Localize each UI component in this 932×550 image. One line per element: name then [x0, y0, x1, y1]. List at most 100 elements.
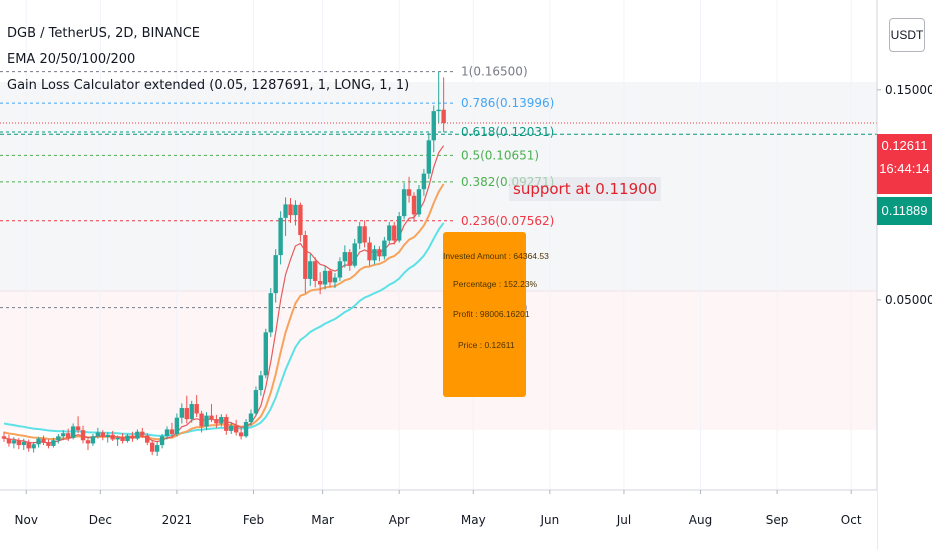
- candle-body-19: [95, 432, 101, 437]
- candle-body-88: [436, 109, 441, 112]
- candle-body-2: [11, 440, 17, 444]
- candle-body-28: [140, 431, 145, 436]
- candle-body-41: [204, 415, 209, 427]
- candle-body-63: [313, 261, 318, 281]
- price-tick-label-1: 0.05000: [885, 293, 932, 307]
- candle-body-38: [189, 404, 194, 420]
- candle-body-86: [426, 140, 432, 174]
- candle-body-39: [194, 404, 199, 414]
- candle-body-27: [135, 431, 140, 439]
- time-tick-label-aug: Aug: [689, 513, 712, 527]
- candle-body-47: [233, 425, 239, 433]
- candle-body-5: [26, 441, 31, 449]
- candle-body-56: [278, 217, 283, 256]
- gain-loss-indicator-label[interactable]: Gain Loss Calculator extended (0.05, 128…: [7, 78, 410, 93]
- candle-body-85: [421, 173, 427, 190]
- bar-countdown: 16:44:14: [879, 161, 930, 176]
- candle-body-6: [31, 444, 36, 449]
- percentage-value: Percentage : 152.23%: [453, 279, 538, 289]
- candle-body-16: [80, 430, 86, 441]
- candles: [1, 71, 446, 457]
- chart-legend: DGB / TetherUS, 2D, BINANCE EMA 20/50/10…: [7, 21, 409, 99]
- candle-body-48: [238, 432, 244, 437]
- candle-body-0: [1, 436, 7, 439]
- candle-body-66: [327, 270, 333, 283]
- candle-body-84: [416, 189, 422, 215]
- candle-body-75: [372, 249, 377, 261]
- candle-body-83: [411, 195, 417, 215]
- price-tick-label-0: 0.15000: [885, 83, 932, 97]
- candle-body-77: [382, 240, 387, 257]
- candle-body-44: [219, 417, 224, 424]
- support-price-tag: 0.11889: [877, 197, 932, 225]
- price-axis-bg: [877, 0, 932, 550]
- time-tick-label-dec: Dec: [89, 513, 112, 527]
- gain-loss-panel[interactable]: Invested Amount : 64364.53 Percentage : …: [443, 232, 549, 397]
- candle-body-3: [16, 440, 22, 446]
- current-price-value: 0.12611: [881, 138, 928, 153]
- time-tick-label-mar: Mar: [311, 513, 334, 527]
- candle-body-29: [145, 435, 150, 443]
- time-tick-label-sep: Sep: [766, 513, 789, 527]
- candle-body-59: [293, 204, 298, 216]
- candle-body-14: [70, 426, 76, 438]
- candle-body-53: [263, 332, 269, 376]
- fib-label-1: 0.786(0.13996): [461, 96, 554, 110]
- candle-body-87: [431, 111, 436, 141]
- support-price-value: 0.11889: [881, 203, 928, 218]
- candle-body-18: [90, 436, 96, 444]
- candle-body-23: [115, 437, 120, 440]
- candle-body-15: [75, 426, 81, 431]
- candle-body-20: [100, 432, 105, 438]
- candle-body-54: [268, 293, 273, 333]
- candle-body-69: [342, 252, 348, 262]
- candle-body-40: [199, 413, 204, 427]
- candle-body-73: [362, 226, 367, 243]
- profit-value: Profit : 98006.16201: [453, 309, 530, 319]
- candle-body-42: [209, 415, 214, 420]
- candle-body-65: [322, 270, 328, 285]
- candle-body-7: [36, 438, 41, 445]
- invested-amount: Invested Amount : 64364.53: [443, 251, 549, 261]
- candle-body-31: [154, 445, 160, 452]
- candle-body-82: [406, 189, 412, 196]
- candle-body-70: [347, 252, 352, 266]
- candle-body-21: [105, 434, 110, 438]
- time-tick-label-feb: Feb: [243, 513, 264, 527]
- candle-body-55: [273, 255, 278, 294]
- candle-body-11: [56, 436, 61, 441]
- candle-body-46: [229, 425, 234, 431]
- candle-body-22: [110, 434, 115, 440]
- candle-body-78: [387, 225, 392, 241]
- time-tick-label-jul: Jul: [616, 513, 631, 527]
- currency-button[interactable]: USDT: [889, 18, 925, 52]
- candle-body-30: [149, 442, 155, 452]
- fib-label-3: 0.5(0.10651): [461, 148, 539, 162]
- ema-100-line: [3, 222, 445, 437]
- candle-body-13: [66, 433, 71, 438]
- candle-body-34: [169, 429, 175, 434]
- fib-label-5: 0.236(0.07562): [461, 214, 554, 228]
- candle-body-17: [85, 440, 91, 444]
- symbol-title[interactable]: DGB / TetherUS, 2D, BINANCE: [7, 26, 201, 41]
- time-tick-label-may: May: [461, 513, 486, 527]
- fib-label-2: 0.618(0.12031): [461, 125, 554, 139]
- current-price-tag: 0.12611 16:44:14: [877, 134, 932, 194]
- candle-body-57: [283, 204, 288, 218]
- candle-body-51: [253, 390, 259, 414]
- candle-body-61: [303, 235, 308, 279]
- support-annotation[interactable]: support at 0.11900: [509, 177, 662, 201]
- candle-body-58: [288, 204, 293, 216]
- candle-body-45: [224, 417, 229, 431]
- candle-body-33: [164, 429, 170, 437]
- candle-body-62: [308, 261, 313, 279]
- time-tick-label-oct: Oct: [841, 513, 862, 527]
- price-value: Price : 0.12611: [458, 340, 515, 350]
- ema-indicator-label[interactable]: EMA 20/50/100/200: [7, 52, 136, 67]
- candle-body-9: [46, 442, 51, 446]
- candle-body-12: [61, 433, 66, 437]
- fib-label-0: 1(0.16500): [461, 65, 528, 79]
- candle-body-79: [392, 225, 397, 241]
